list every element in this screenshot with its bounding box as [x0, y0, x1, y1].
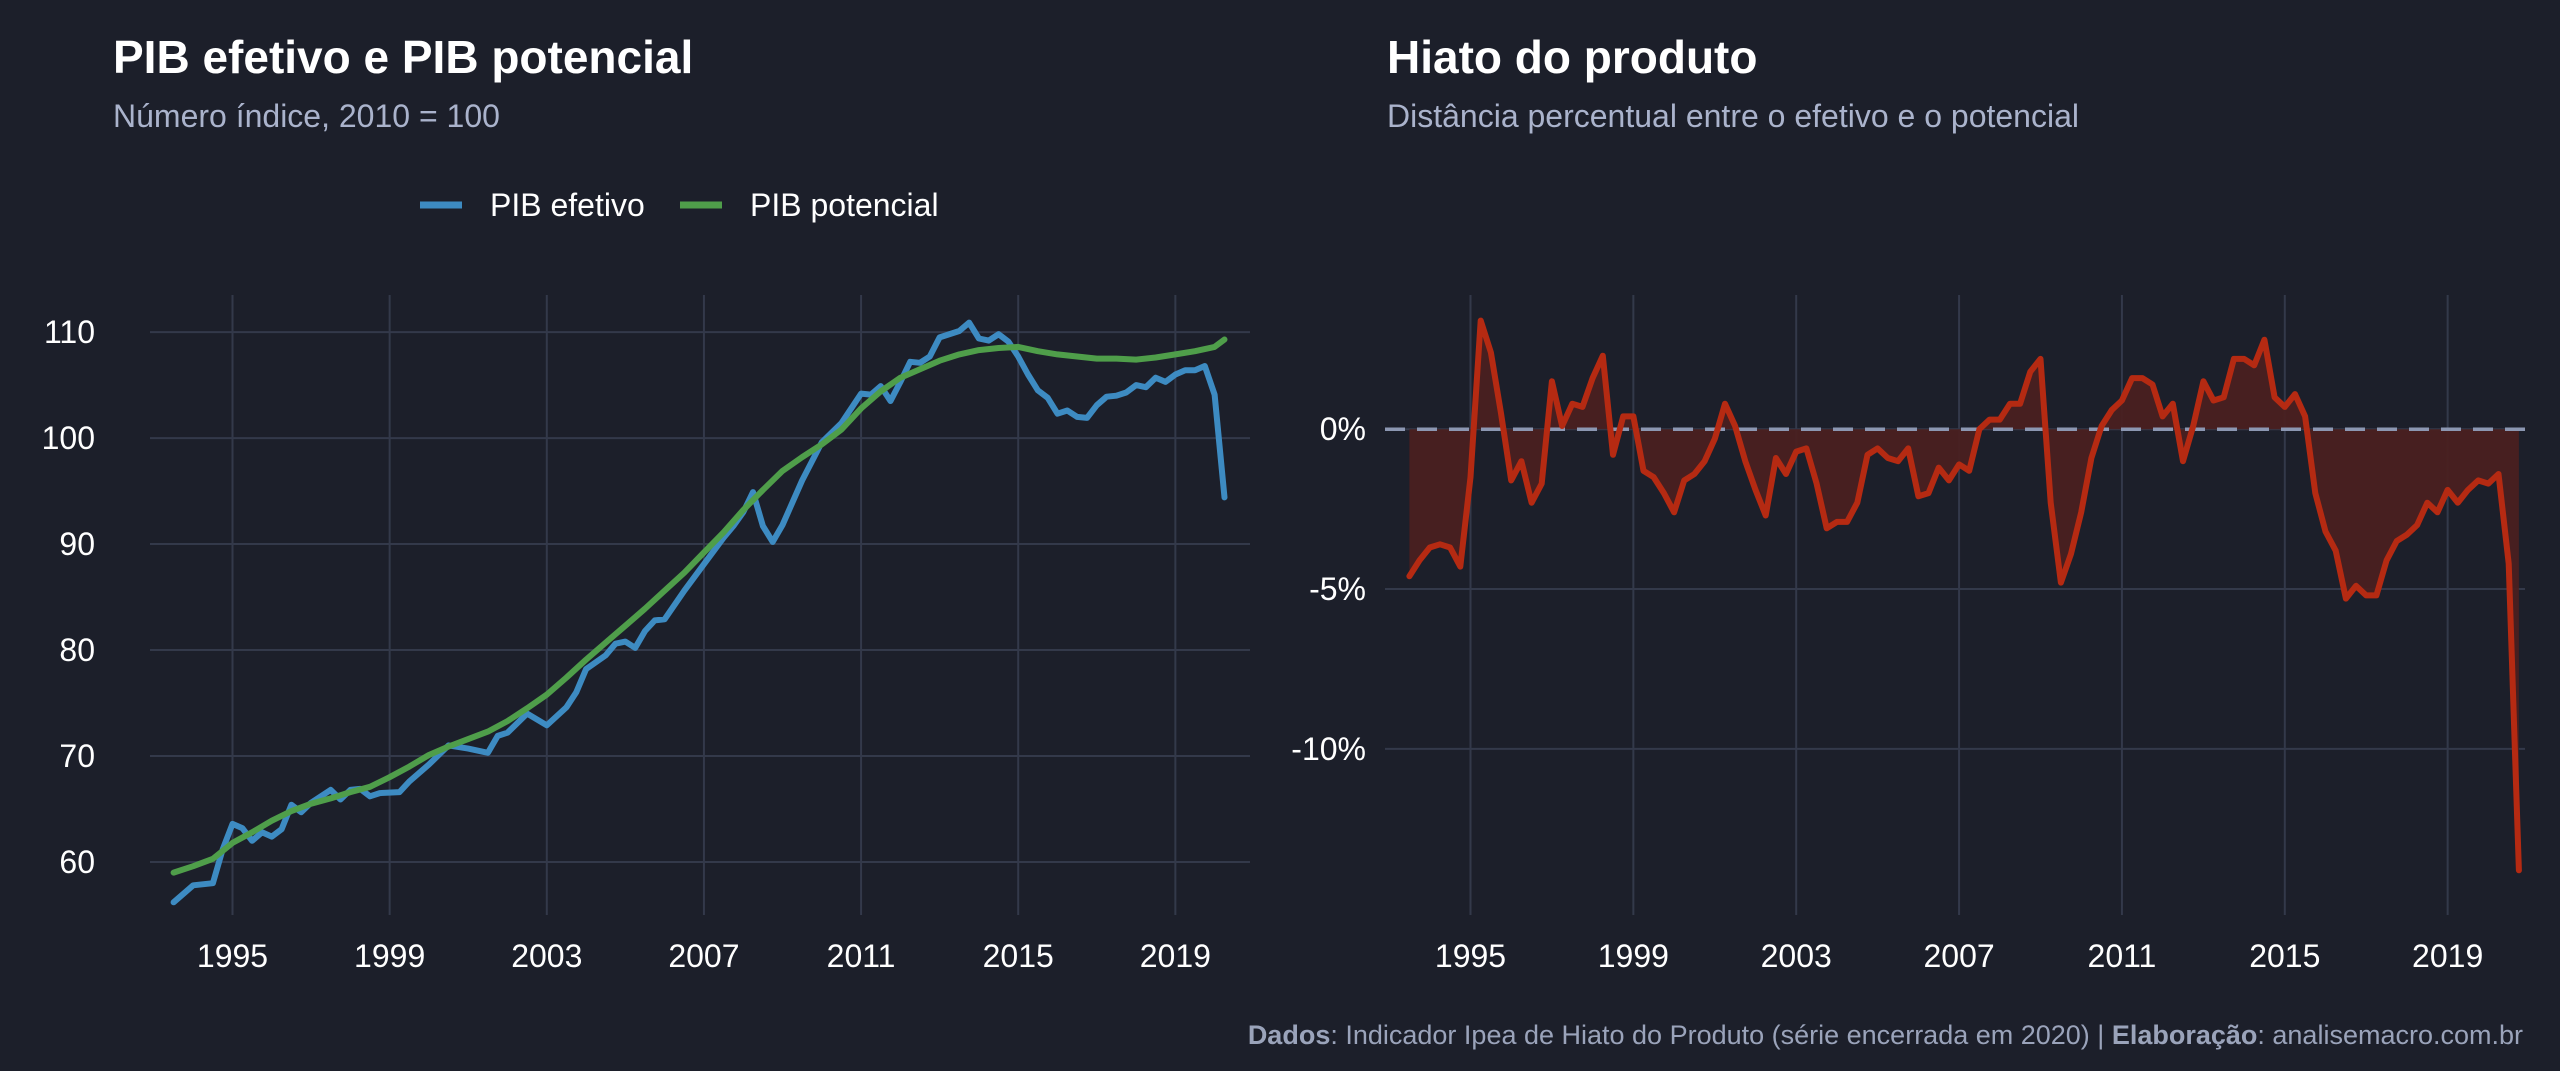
- x-tick-label: 2011: [827, 938, 896, 974]
- x-tick-label: 2003: [1761, 938, 1832, 974]
- y-tick-label: 90: [59, 526, 95, 562]
- y-tick-label: 110: [44, 314, 95, 350]
- legend: PIB efetivo PIB potencial: [420, 187, 939, 223]
- legend-label-pib-potencial: PIB potencial: [750, 187, 939, 223]
- caption-dados-label: Dados: [1247, 1020, 1331, 1050]
- hiato-area: [1409, 320, 2519, 871]
- x-tick-label: 2003: [511, 938, 582, 974]
- y-tick-label: 60: [59, 844, 95, 880]
- left-chart-title: PIB efetivo e PIB potencial: [113, 31, 694, 83]
- x-tick-label: 1999: [354, 938, 425, 974]
- y-tick-label: 70: [59, 738, 95, 774]
- series-line-pib-efetivo: [170, 319, 1228, 906]
- x-tick-label: 2007: [668, 938, 739, 974]
- x-tick-label: 1999: [1598, 938, 1669, 974]
- source-caption: Dados: Indicador Ipea de Hiato do Produt…: [1248, 1020, 2523, 1051]
- x-tick-label: 2011: [2088, 938, 2157, 974]
- y-tick-label: 0%: [1320, 411, 1366, 447]
- y-tick-label: -5%: [1309, 571, 1366, 607]
- y-tick-label: 100: [42, 420, 95, 456]
- series-line-pib-potencial: [170, 336, 1228, 876]
- caption-dados-text: : Indicador Ipea de Hiato do Produto (sé…: [1330, 1020, 2112, 1050]
- chart-panel-1: 1995 1999 2003 2007 2011 2015 2019 0% -5% -10%: [1291, 295, 2525, 974]
- x-tick-label: 2019: [1140, 938, 1211, 974]
- left-chart-subtitle: Número índice, 2010 = 100: [113, 98, 500, 134]
- x-tick-label: 1995: [197, 938, 268, 974]
- y-tick-label: -10%: [1291, 731, 1366, 767]
- x-tick-label: 1995: [1435, 938, 1506, 974]
- x-tick-label: 2007: [1923, 938, 1994, 974]
- caption-elaboracao-label: Elaboração: [2111, 1020, 2258, 1050]
- legend-label-pib-efetivo: PIB efetivo: [490, 187, 645, 223]
- right-chart-subtitle: Distância percentual entre o efetivo e o…: [1387, 98, 2079, 134]
- series-line-hiato: [1406, 317, 2522, 874]
- chart-panel-0: 1995 1999 2003 2007 2011 2015 2019 60 70 80 90 100 1…: [42, 295, 1250, 974]
- caption-elaboracao-text: : analisemacro.com.br: [2257, 1020, 2523, 1050]
- x-tick-label: 2019: [2412, 938, 2483, 974]
- right-chart-title: Hiato do produto: [1387, 31, 1758, 83]
- y-tick-label: 80: [59, 632, 95, 668]
- x-tick-label: 2015: [2249, 938, 2320, 974]
- x-tick-label: 2015: [983, 938, 1054, 974]
